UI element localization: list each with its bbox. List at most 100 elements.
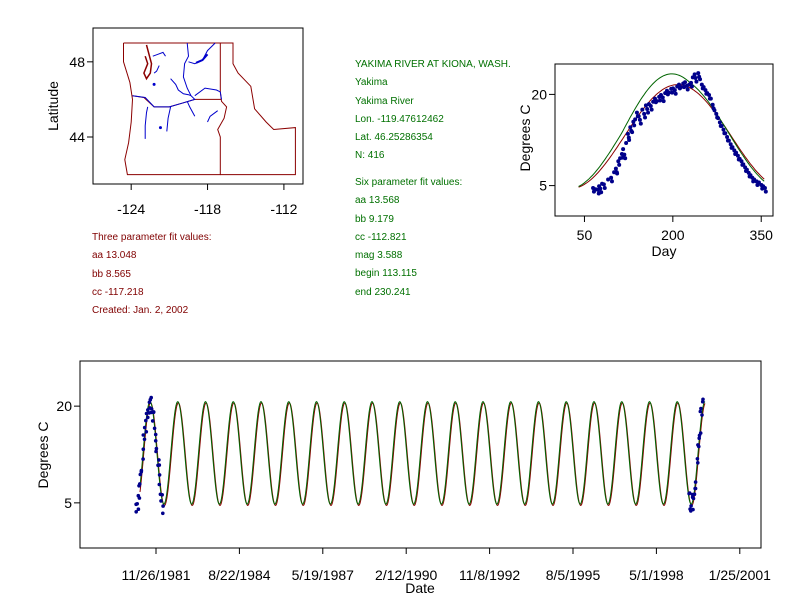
timeseries-frame bbox=[79, 360, 762, 549]
ts-observation-point bbox=[149, 407, 154, 411]
observation-point bbox=[693, 75, 698, 80]
observation-point bbox=[703, 88, 708, 93]
ts-xtick-label: 1/25/2001 bbox=[709, 567, 771, 583]
season-ytick-label: 20 bbox=[531, 86, 547, 102]
ts-observation-point bbox=[157, 463, 162, 467]
observation-point bbox=[683, 80, 688, 85]
observation-point bbox=[616, 159, 621, 164]
observation-point bbox=[717, 120, 722, 125]
ts-observation-point bbox=[141, 447, 146, 452]
observation-point bbox=[643, 115, 648, 120]
ts-observation-point bbox=[688, 507, 692, 511]
observation-point bbox=[654, 99, 659, 104]
ts-observation-point bbox=[161, 504, 165, 508]
ts-observation-point bbox=[134, 510, 138, 514]
season-ylabel: Degrees C bbox=[517, 105, 533, 172]
observation-point bbox=[763, 189, 768, 194]
idaho-border bbox=[220, 42, 296, 176]
ts-observation-point bbox=[697, 444, 701, 449]
season-xtick-label: 200 bbox=[661, 227, 685, 243]
lake-marker bbox=[152, 82, 156, 86]
observation-point bbox=[617, 162, 622, 167]
ts-xlabel: Date bbox=[405, 580, 435, 596]
map-xtick-label: -124 bbox=[117, 201, 145, 217]
ts-observation-point bbox=[153, 432, 158, 437]
observation-point bbox=[602, 186, 607, 191]
observation-point bbox=[613, 166, 618, 171]
station-lat: Lat. 46.25286354 bbox=[355, 132, 433, 144]
ts-observation-point bbox=[137, 496, 142, 500]
seasonal-content: 50 200 350 5 20 Day Degrees C bbox=[517, 71, 773, 259]
river-path bbox=[170, 78, 192, 97]
observation-point bbox=[721, 127, 726, 132]
ts-observation-point bbox=[144, 418, 148, 423]
observation-point bbox=[640, 107, 645, 112]
observation-point bbox=[649, 107, 654, 112]
ts-observation-point bbox=[154, 449, 158, 454]
lake-marker bbox=[158, 126, 162, 130]
observation-point bbox=[660, 95, 665, 100]
observation-point bbox=[734, 150, 739, 155]
ts-fit3-curve bbox=[139, 402, 706, 506]
ts-observation-point bbox=[144, 411, 149, 416]
ts-observation-point bbox=[151, 410, 156, 414]
state-outline bbox=[123, 42, 228, 176]
observation-point bbox=[632, 123, 637, 128]
season-xlabel: Day bbox=[652, 243, 677, 259]
observation-point bbox=[658, 98, 663, 103]
ts-xtick-label: 5/1/1998 bbox=[629, 567, 684, 583]
observation-point bbox=[716, 116, 721, 121]
map-ylabel: Latitude bbox=[45, 81, 61, 131]
ts-observation-point bbox=[160, 493, 164, 497]
fit3-curve bbox=[578, 84, 765, 188]
observation-point bbox=[670, 90, 675, 95]
ts-ylabel: Degrees C bbox=[35, 422, 51, 489]
observation-point bbox=[637, 117, 642, 122]
map-panel: -124 -118 -112 44 48 Latitude bbox=[45, 27, 304, 217]
ts-xtick-label: 5/19/1987 bbox=[292, 567, 354, 583]
ts-xtick-label: 2/12/1990 bbox=[375, 567, 437, 583]
observation-point bbox=[725, 134, 730, 139]
observation-point bbox=[623, 156, 628, 161]
wa-or-border bbox=[132, 95, 222, 108]
ts-observation-point bbox=[146, 415, 150, 420]
observation-point bbox=[673, 91, 678, 96]
observation-point bbox=[615, 171, 620, 176]
reservoir bbox=[195, 53, 209, 64]
observation-point bbox=[636, 114, 641, 119]
observation-point bbox=[762, 186, 767, 191]
observation-point bbox=[630, 130, 635, 135]
observation-point bbox=[739, 159, 744, 164]
observation-point bbox=[599, 190, 604, 195]
observation-point bbox=[726, 138, 731, 143]
observation-point bbox=[642, 111, 647, 116]
observation-point bbox=[609, 179, 614, 184]
river-path bbox=[186, 101, 196, 117]
ts-observation-point bbox=[700, 399, 705, 404]
observation-point bbox=[646, 110, 651, 115]
ts-observation-point bbox=[696, 461, 700, 465]
three-param-aa: aa 13.048 bbox=[92, 250, 137, 262]
observation-point bbox=[628, 125, 633, 130]
observation-point bbox=[696, 71, 701, 76]
observation-point bbox=[741, 162, 746, 167]
river-path bbox=[144, 106, 149, 139]
river-path bbox=[132, 42, 196, 108]
ts-xtick-label: 8/22/1984 bbox=[208, 567, 270, 583]
ts-observation-point bbox=[699, 406, 703, 411]
map-axes: -124 -118 -112 44 48 Latitude bbox=[45, 54, 298, 217]
station-lon: Lon. -119.47612462 bbox=[355, 113, 444, 125]
six-param-heading: Six parameter fit values: bbox=[355, 177, 463, 188]
ts-observation-point bbox=[689, 504, 693, 508]
map-frame bbox=[92, 27, 304, 185]
ts-observation-point bbox=[157, 482, 162, 487]
map-geography bbox=[123, 42, 296, 176]
ts-xtick-label: 8/5/1995 bbox=[546, 567, 601, 583]
ts-observation-point bbox=[691, 507, 695, 512]
observation-point bbox=[627, 138, 632, 142]
ts-observation-point bbox=[698, 431, 703, 435]
seasonal-frame bbox=[554, 63, 774, 217]
ts-observation-point bbox=[138, 482, 142, 486]
observation-point bbox=[685, 87, 690, 92]
